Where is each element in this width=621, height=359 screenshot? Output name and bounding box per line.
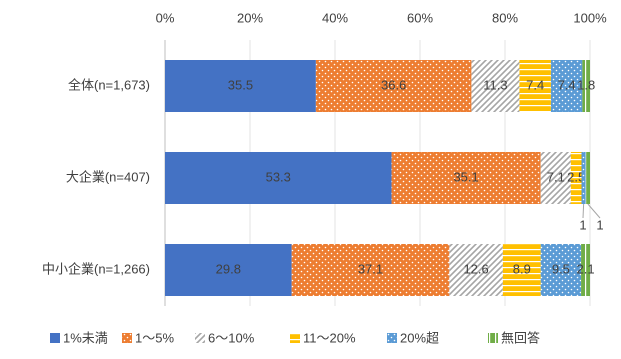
legend-label: 1%未満	[63, 330, 108, 345]
bar-segment	[585, 152, 590, 204]
value-label: 37.1	[358, 261, 383, 276]
legend-swatch	[488, 333, 498, 343]
bar-segment	[502, 244, 541, 296]
leader-line	[587, 203, 601, 219]
bar-segment	[581, 244, 590, 296]
bar-segment	[165, 152, 392, 204]
bar-segment	[550, 60, 583, 112]
x-tick-label: 20%	[237, 10, 263, 25]
bar-segment	[291, 244, 450, 296]
legend-swatch	[195, 333, 205, 343]
value-label: 2.1	[576, 261, 594, 276]
value-label: 53.3	[266, 169, 291, 184]
value-label: 36.6	[381, 77, 406, 92]
legend-swatch	[50, 333, 60, 343]
value-label: 7.4	[526, 77, 544, 92]
legend-label: 6～10%	[208, 330, 255, 345]
bar-segment	[582, 60, 590, 112]
legend-swatch	[122, 333, 132, 343]
bar-segment	[581, 152, 586, 204]
legend-label: 無回答	[501, 330, 540, 345]
leader-line	[582, 203, 585, 219]
value-label: 29.8	[216, 261, 241, 276]
bar-segment	[570, 152, 582, 204]
value-label: 12.6	[463, 261, 488, 276]
bar-segment	[391, 152, 541, 204]
value-label: 1	[596, 217, 603, 232]
value-label: 2.5	[567, 169, 585, 184]
x-tick-label: 80%	[492, 10, 518, 25]
value-label: 11.3	[483, 77, 507, 92]
value-label: 1.8	[577, 77, 595, 92]
category-label: 中小企業(n=1,266)	[42, 261, 150, 276]
value-label: 9.5	[552, 261, 570, 276]
x-tick-label: 40%	[322, 10, 348, 25]
value-label: 7.1	[547, 169, 565, 184]
bar-segment	[540, 152, 571, 204]
bar-segment	[519, 60, 551, 112]
legend-swatch	[290, 333, 300, 343]
value-label: 35.1	[453, 169, 478, 184]
value-label: 1	[579, 217, 586, 232]
x-tick-label: 60%	[407, 10, 433, 25]
value-label: 35.5	[228, 77, 253, 92]
legend-swatch	[387, 333, 397, 343]
category-label: 大企業(n=407)	[66, 169, 150, 184]
bar-segment	[165, 60, 316, 112]
bar-segment	[471, 60, 520, 112]
legend-label: 1～5%	[135, 330, 174, 345]
legend-label: 20%超	[400, 330, 439, 345]
bar-segment	[315, 60, 472, 112]
x-tick-label: 100%	[573, 10, 607, 25]
bar-segment	[165, 244, 292, 296]
value-label: 7.4	[558, 77, 576, 92]
category-label: 全体(n=1,673)	[68, 77, 150, 92]
bar-segment	[540, 244, 582, 296]
x-tick-label: 0%	[156, 10, 175, 25]
bar-segment	[449, 244, 503, 296]
value-label: 8.9	[513, 261, 531, 276]
legend-label: 11～20%	[303, 330, 356, 345]
